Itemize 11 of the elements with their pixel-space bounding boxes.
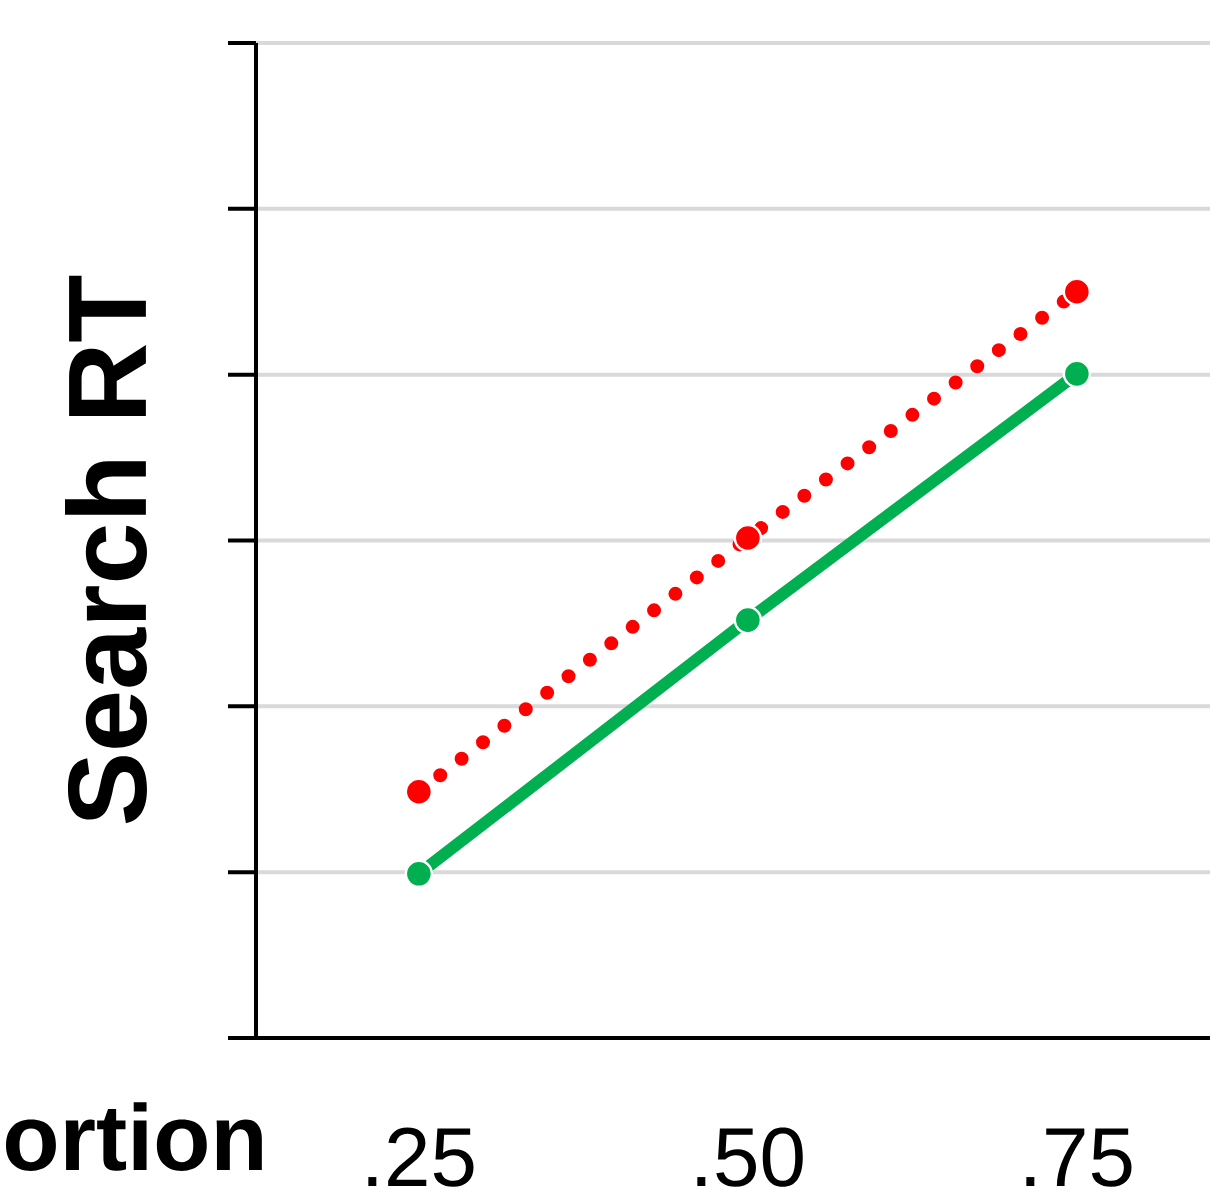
point — [1062, 359, 1092, 389]
x-tick-label: .25 — [368, 1127, 474, 1187]
point — [733, 523, 763, 553]
point — [404, 859, 434, 889]
point — [404, 777, 434, 806]
point — [1062, 277, 1092, 306]
point — [733, 605, 763, 635]
y-axis-title: Search RT — [65, 275, 147, 824]
x-tick-label: .50 — [697, 1127, 803, 1187]
x-axis-title: ortion — [6, 1102, 262, 1171]
x-tick-label: .75 — [1026, 1128, 1132, 1187]
